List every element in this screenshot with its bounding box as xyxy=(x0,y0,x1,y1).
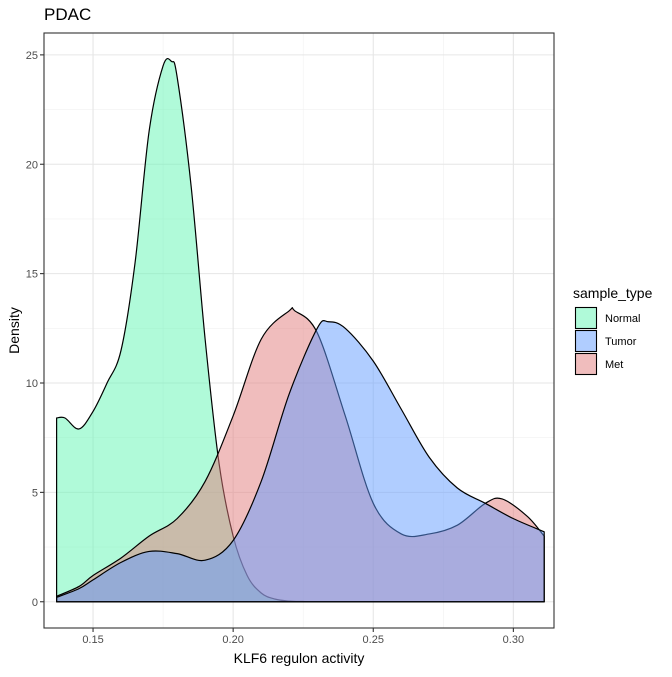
legend-label-normal: Normal xyxy=(605,313,640,325)
legend-key-met xyxy=(574,352,598,376)
x-tick-label: 0.20 xyxy=(222,634,243,646)
y-tick-label: 0 xyxy=(32,597,38,609)
x-tick-label: 0.15 xyxy=(82,634,103,646)
y-tick-label: 20 xyxy=(26,159,38,171)
chart-title: PDAC xyxy=(44,5,91,24)
legend-key-normal xyxy=(574,306,598,330)
y-tick-label: 25 xyxy=(26,50,38,62)
legend-label-met: Met xyxy=(605,359,623,371)
y-tick-label: 5 xyxy=(32,487,38,499)
density-areas xyxy=(56,57,545,603)
density-area-tumor xyxy=(56,319,545,603)
y-axis-title: Density xyxy=(6,307,22,354)
axis-ticks: 0.15 0.20 0.25 0.30 0 5 10 15 20 25 xyxy=(26,50,524,646)
x-axis-title: KLF6 regulon activity xyxy=(234,650,365,666)
y-tick-label: 10 xyxy=(26,378,38,390)
panel-border xyxy=(43,32,555,629)
legend-key-tumor xyxy=(574,329,598,353)
y-tick-label: 15 xyxy=(26,269,38,281)
legend-label-tumor: Tumor xyxy=(605,336,637,348)
x-tick-label: 0.25 xyxy=(363,634,384,646)
x-tick-label: 0.30 xyxy=(503,634,524,646)
legend: sample_type Normal Tumor Met xyxy=(573,285,653,376)
legend-title: sample_type xyxy=(573,285,653,301)
